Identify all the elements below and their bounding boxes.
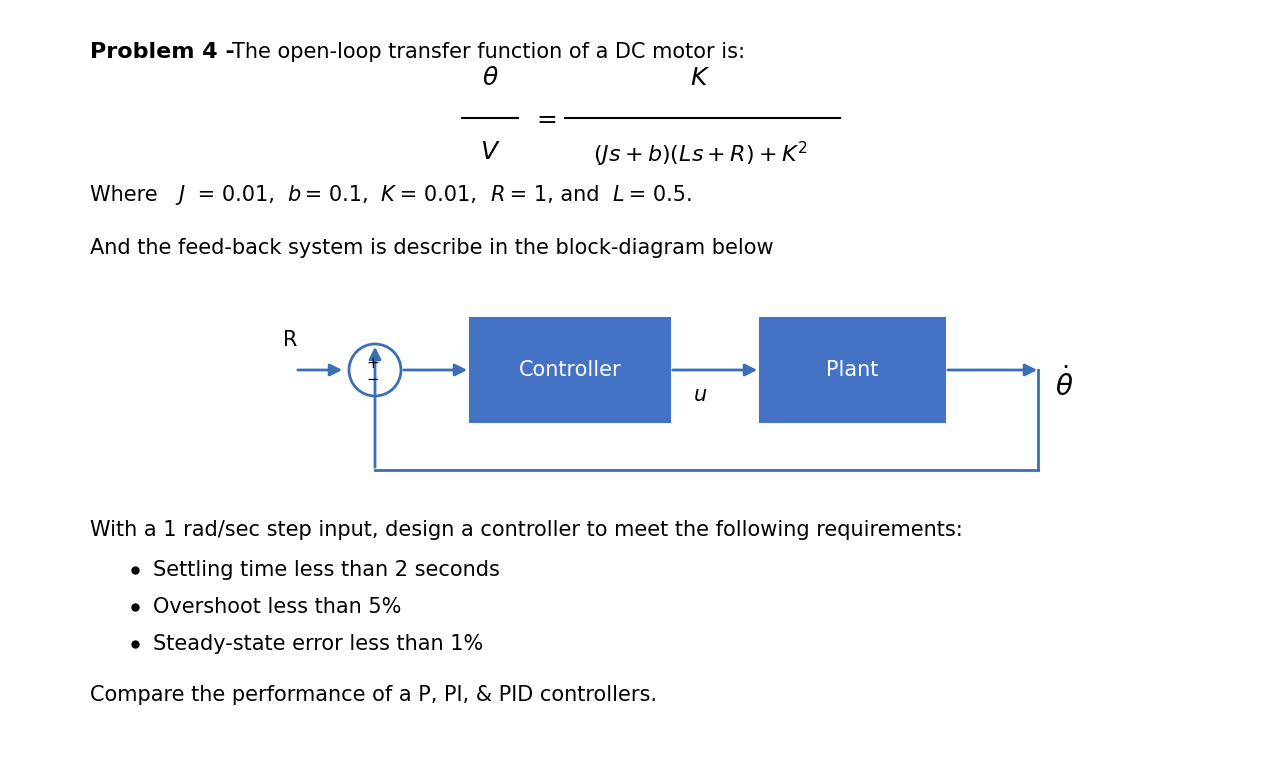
Text: $\theta$: $\theta$ [482, 66, 498, 90]
Text: Steady-state error less than 1%: Steady-state error less than 1% [153, 634, 483, 654]
Text: = 0.1,: = 0.1, [298, 185, 375, 205]
Text: R: R [282, 330, 297, 350]
Text: = 0.01,: = 0.01, [393, 185, 484, 205]
Text: The open-loop transfer function of a DC motor is:: The open-loop transfer function of a DC … [232, 42, 745, 62]
Text: Controller: Controller [519, 360, 621, 380]
Text: Where: Where [90, 185, 164, 205]
Text: = 0.5.: = 0.5. [621, 185, 692, 205]
Text: b: b [288, 185, 300, 205]
Text: = 0.01,: = 0.01, [191, 185, 281, 205]
Bar [470, 318, 670, 422]
Text: With a 1 rad/sec step input, design a controller to meet the following requireme: With a 1 rad/sec step input, design a co… [90, 520, 963, 540]
Text: Problem 4 -: Problem 4 - [90, 42, 243, 62]
Text: Plant: Plant [827, 360, 878, 380]
Bar [760, 318, 945, 422]
Text: +: + [367, 357, 379, 371]
Text: −: − [367, 373, 379, 387]
Text: Settling time less than 2 seconds: Settling time less than 2 seconds [153, 560, 499, 580]
Text: And the feed-back system is describe in the block-diagram below: And the feed-back system is describe in … [90, 238, 774, 258]
Text: $K$: $K$ [690, 66, 710, 90]
Text: $=$: $=$ [533, 106, 557, 130]
Text: = 1, and: = 1, and [503, 185, 606, 205]
Text: R: R [490, 185, 505, 205]
Text: u: u [693, 385, 706, 405]
Text: L: L [612, 185, 624, 205]
Text: $V$: $V$ [480, 140, 501, 164]
Text: Overshoot less than 5%: Overshoot less than 5% [153, 597, 402, 617]
Text: $\dot{\theta}$: $\dot{\theta}$ [1055, 367, 1073, 402]
Text: Compare the performance of a P, PI, & PID controllers.: Compare the performance of a P, PI, & PI… [90, 685, 657, 705]
Text: K: K [380, 185, 394, 205]
Text: $(Js + b)(Ls + R) + K^2$: $(Js + b)(Ls + R) + K^2$ [593, 140, 808, 169]
Text: J: J [178, 185, 184, 205]
